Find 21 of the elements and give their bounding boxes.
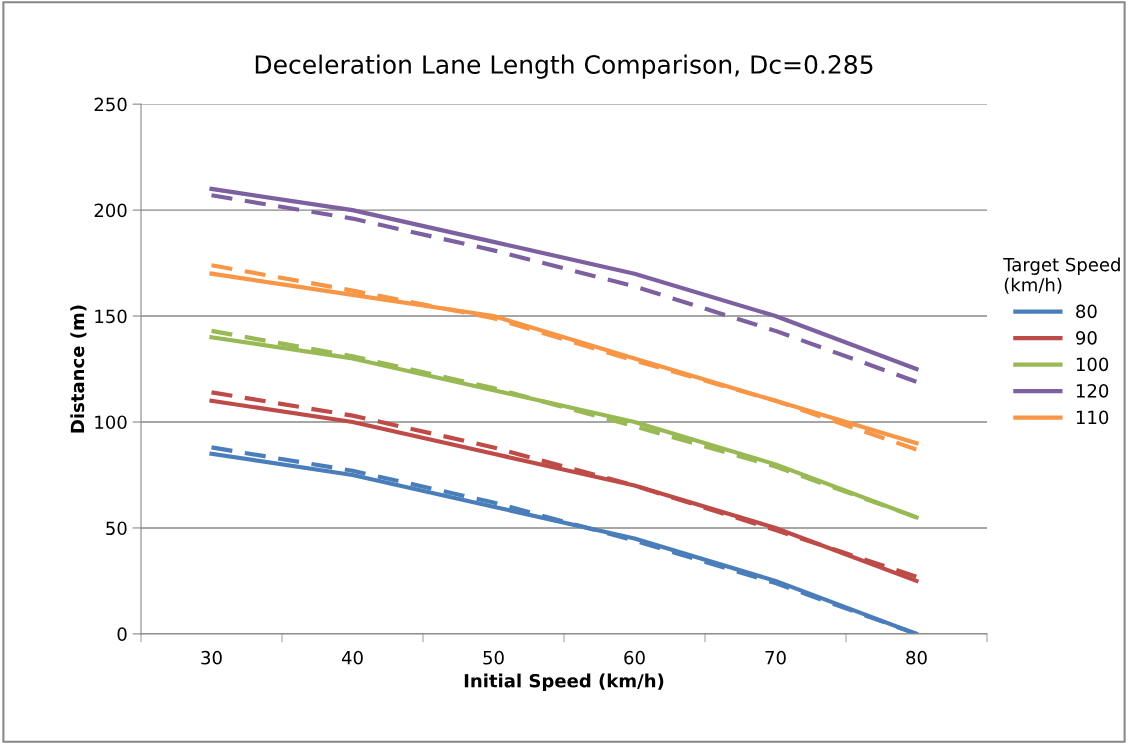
legend-label: 100 bbox=[1076, 357, 1109, 372]
chart-title: Deceleration Lane Length Comparison, Dc=0.285 bbox=[255, 54, 873, 79]
y-tick-label: 0 bbox=[117, 627, 127, 641]
legend-label: 90 bbox=[1076, 330, 1097, 345]
legend-label: 110 bbox=[1076, 410, 1109, 425]
y-tick-label: 150 bbox=[95, 309, 127, 324]
x-tick-label: 50 bbox=[483, 650, 504, 665]
y-tick-label: 50 bbox=[106, 521, 127, 536]
x-tick-label: 30 bbox=[201, 650, 222, 665]
x-tick-label: 60 bbox=[624, 650, 645, 665]
x-tick-label: 70 bbox=[765, 650, 786, 665]
legend-label: 120 bbox=[1076, 383, 1109, 398]
y-tick-label: 250 bbox=[94, 97, 127, 112]
y-tick-label: 100 bbox=[95, 415, 127, 430]
legend-title: Target Speed (km/h) bbox=[1003, 257, 1120, 294]
x-axis-title: Initial Speed (km/h) bbox=[464, 673, 664, 692]
x-tick-label: 80 bbox=[906, 650, 927, 665]
y-axis-title: Distance (m) bbox=[70, 305, 87, 433]
legend-label: 80 bbox=[1076, 304, 1097, 319]
y-tick-label: 200 bbox=[94, 203, 127, 218]
x-tick-label: 40 bbox=[341, 650, 363, 665]
